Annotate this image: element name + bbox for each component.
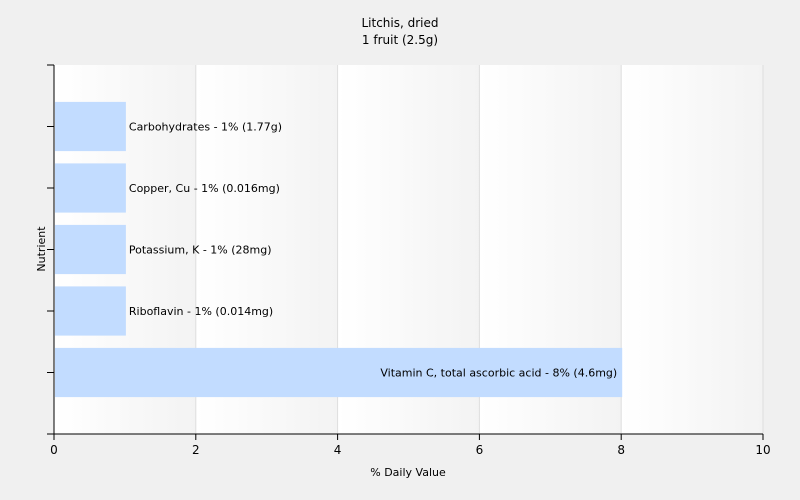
x-tick-label: 2 bbox=[192, 443, 200, 457]
x-tick-label: 6 bbox=[476, 443, 484, 457]
x-axis-ticks: 0 2 4 6 8 10 bbox=[50, 434, 771, 457]
bar-label: Copper, Cu - 1% (0.016mg) bbox=[129, 182, 280, 195]
chart-subtitle: 1 fruit (2.5g) bbox=[362, 33, 438, 47]
bar-label: Potassium, K - 1% (28mg) bbox=[129, 244, 272, 257]
x-tick-label: 8 bbox=[617, 443, 625, 457]
plot-area bbox=[54, 65, 763, 434]
bar bbox=[55, 163, 126, 213]
bars: Carbohydrates - 1% (1.77g) Copper, Cu - 1… bbox=[47, 101, 623, 398]
bar bbox=[55, 101, 126, 152]
bar-label: Carbohydrates - 1% (1.77g) bbox=[129, 121, 282, 134]
chart-title: Litchis, dried bbox=[361, 16, 438, 30]
x-tick-label: 0 bbox=[50, 443, 58, 457]
bar bbox=[55, 286, 126, 336]
bar-label: Vitamin C, total ascorbic acid - 8% (4.6… bbox=[380, 367, 617, 380]
x-axis-title: % Daily Value bbox=[370, 466, 446, 479]
axes bbox=[47, 64, 763, 435]
bar bbox=[55, 347, 623, 398]
y-axis-title: Nutrient bbox=[35, 226, 48, 272]
x-tick-label: 10 bbox=[755, 443, 770, 457]
plot-band bbox=[621, 65, 763, 434]
bar bbox=[55, 224, 126, 275]
bar-label: Riboflavin - 1% (0.014mg) bbox=[129, 305, 273, 318]
x-tick-label: 4 bbox=[334, 443, 342, 457]
